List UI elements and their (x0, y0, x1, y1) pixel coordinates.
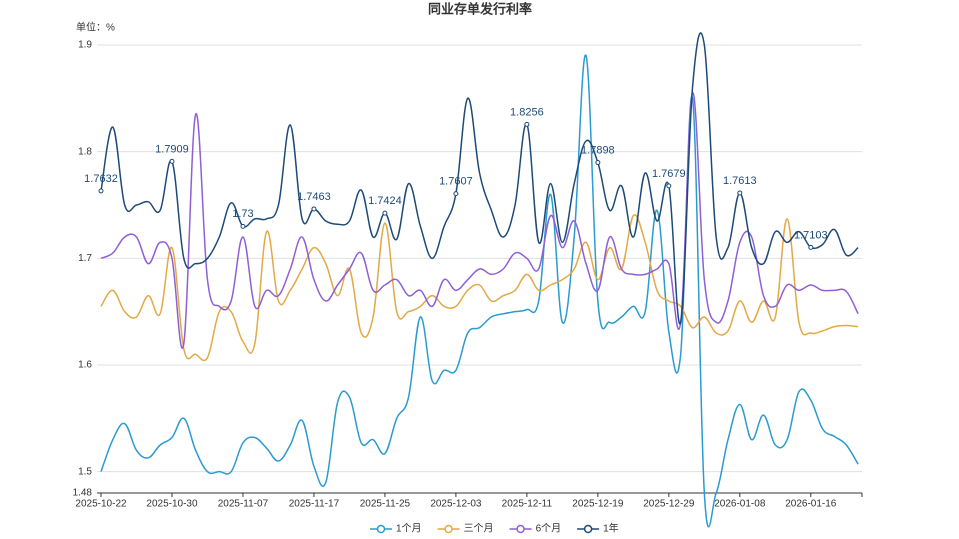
legend-label: 三个月 (464, 523, 494, 535)
value-label: 1.73 (232, 208, 253, 220)
y-tick-label: 1.9 (78, 40, 92, 51)
legend-marker (376, 524, 386, 534)
y-tick-label: 1.8 (78, 146, 92, 157)
line-series (100, 214, 859, 362)
x-tick-label: 2026-01-08 (714, 499, 766, 510)
value-label: 1.7607 (439, 175, 473, 187)
value-label: 1.7463 (297, 191, 331, 203)
x-tick-label: 2026-01-16 (785, 499, 837, 510)
legend-marker (444, 524, 453, 534)
y-tick-label: 1.7 (78, 253, 92, 264)
x-tick-label: 2025-10-22 (75, 499, 127, 510)
point (98, 188, 104, 194)
value-label: 1.7632 (84, 173, 118, 185)
legend-marker (516, 524, 525, 534)
legend-label: 1个月 (396, 523, 422, 535)
x-tick-label: 2025-12-19 (572, 499, 624, 510)
x-tick-label: 2025-10-30 (146, 499, 198, 510)
chart-title: 同业存单发行利率 (428, 1, 532, 16)
value-label: 1.7898 (581, 144, 615, 156)
unit-label: 单位：% (76, 21, 115, 34)
x-tick-label: 2025-12-03 (430, 499, 482, 510)
value-label: 1.8256 (510, 106, 544, 118)
y-tick-label: 1.5 (78, 466, 92, 477)
value-label: 1.7909 (155, 143, 189, 155)
line-series (100, 54, 859, 528)
x-tick-label: 2025-11-17 (289, 499, 340, 510)
value-label: 1.7679 (652, 168, 686, 180)
value-label: 1.7103 (794, 229, 828, 241)
y-tick-label: 1.6 (78, 360, 92, 371)
legend-marker (583, 524, 593, 534)
point (808, 244, 814, 250)
point (382, 210, 388, 216)
line-series (100, 92, 859, 349)
y-tick-label: 1.48 (73, 488, 93, 499)
point (169, 158, 175, 164)
value-label: 1.7613 (723, 175, 757, 187)
point (453, 191, 459, 197)
legend-label: 1年 (603, 522, 619, 535)
point (240, 223, 246, 229)
x-tick-label: 2025-12-29 (643, 499, 695, 510)
legend-label: 6个月 (536, 523, 562, 535)
point (666, 183, 672, 189)
value-label: 1.7424 (368, 195, 402, 207)
line-series (100, 32, 859, 325)
x-tick-label: 2025-11-07 (218, 499, 269, 510)
point (737, 190, 743, 196)
x-tick-label: 2025-11-25 (360, 499, 411, 510)
point (524, 121, 530, 127)
point (595, 160, 601, 166)
point (311, 206, 317, 212)
x-tick-label: 2025-12-11 (502, 499, 553, 510)
